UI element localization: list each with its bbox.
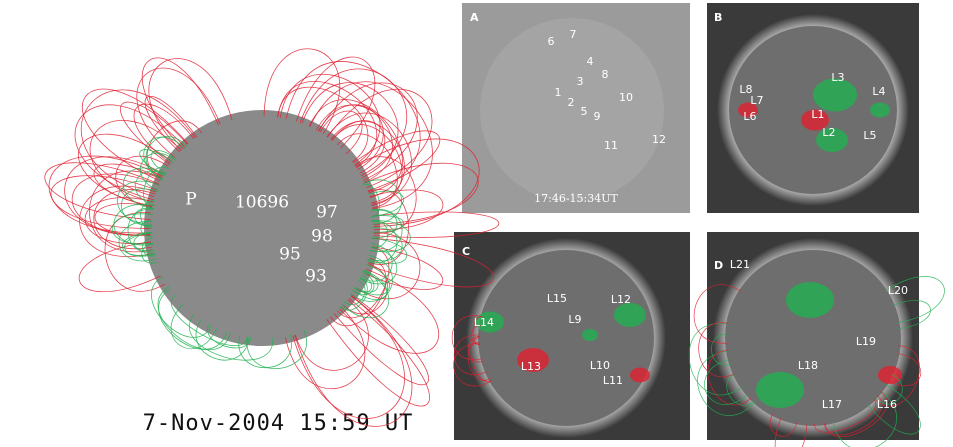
- panel-label: L1: [811, 108, 824, 121]
- panel-label: 7: [570, 28, 577, 41]
- main-label: 97: [316, 203, 338, 223]
- panel-label: 10: [619, 91, 633, 104]
- panel-label: L15: [547, 292, 567, 305]
- panel-label: L17: [822, 398, 842, 411]
- panel-label: 9: [594, 110, 601, 123]
- panel-c-disk: [478, 250, 654, 426]
- panel-caption: 17:46-15:34UT: [534, 192, 618, 205]
- panel-label: L6: [743, 110, 756, 123]
- panel-label: L2: [822, 126, 835, 139]
- loop-region: [630, 368, 650, 383]
- panel-letter: B: [714, 11, 722, 24]
- panel-label: L13: [521, 360, 541, 373]
- panel-label: 5: [581, 105, 588, 118]
- main-label: 93: [305, 267, 327, 287]
- panel-label: L7: [750, 94, 763, 107]
- panel-label: 2: [568, 96, 575, 109]
- panel-label: L4: [872, 85, 885, 98]
- main-label: 98: [311, 227, 333, 247]
- panel-label: 6: [548, 35, 555, 48]
- panel-label: L3: [831, 71, 844, 84]
- panel-label: L12: [611, 293, 631, 306]
- panel-label: 11: [604, 139, 618, 152]
- main-label: 95: [279, 245, 301, 265]
- panel-label: 8: [602, 68, 609, 81]
- panel-label: 4: [587, 55, 594, 68]
- panel-label: L19: [856, 335, 876, 348]
- figure: 7-Nov-2004 15:59 UT P1069697989593A67483…: [0, 0, 953, 447]
- panel-letter: D: [714, 259, 723, 272]
- panel-label: 3: [577, 75, 584, 88]
- panel-letter: A: [470, 11, 479, 24]
- panel-label: 1: [555, 86, 562, 99]
- panel-label: L18: [798, 359, 818, 372]
- loop-region: [582, 329, 598, 341]
- loop-region: [614, 303, 646, 327]
- panel-label: L16: [877, 398, 897, 411]
- timestamp: 7-Nov-2004 15:59 UT: [143, 411, 414, 436]
- loop-region: [756, 372, 804, 408]
- panel-label: L9: [568, 313, 581, 326]
- panel-letter: C: [462, 245, 470, 258]
- main-label: P: [185, 190, 196, 210]
- panel-a-disk: [480, 18, 664, 202]
- panel-label: L5: [863, 129, 876, 142]
- loop-region: [870, 103, 890, 118]
- main-label: 10696: [235, 193, 289, 213]
- panel-label: L10: [590, 359, 610, 372]
- panel-label: L14: [474, 316, 494, 329]
- panel-label: L20: [888, 284, 908, 297]
- loop-region: [786, 282, 834, 318]
- panel-label: L21: [730, 258, 750, 271]
- panel-label: 12: [652, 133, 666, 146]
- panel-label: L11: [603, 374, 623, 387]
